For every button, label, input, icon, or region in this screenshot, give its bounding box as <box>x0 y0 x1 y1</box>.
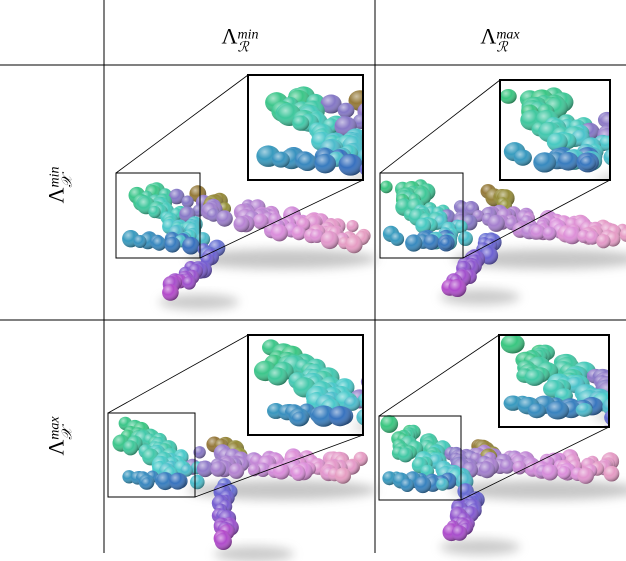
symbol: Λ <box>43 440 68 456</box>
subscript: 𝒳 <box>61 167 74 188</box>
sphere-shade <box>347 220 359 232</box>
cell <box>379 334 626 555</box>
sphere-shade <box>169 473 186 490</box>
subscript: ℛ <box>496 41 519 54</box>
sphere-shade <box>345 236 362 253</box>
sphere-shade <box>452 525 468 541</box>
sphere-shade <box>183 276 196 289</box>
zoom-connector <box>116 75 248 173</box>
sphere-shade <box>190 475 205 490</box>
sphere-shade <box>123 440 138 455</box>
sphere-shade <box>543 227 557 241</box>
sphere-shade <box>335 468 351 484</box>
sphere-shade <box>542 464 558 480</box>
sphere-shade <box>321 231 339 249</box>
figure: ΛminℛΛmaxℛΛmin𝒳Λmax𝒳 <box>0 0 626 561</box>
sphere-shade <box>558 466 571 479</box>
sphere-shade <box>414 476 431 493</box>
sphere-shade <box>271 224 288 241</box>
sphere-shade <box>448 279 466 297</box>
sphere-shade <box>291 467 305 481</box>
sphere-shade <box>398 447 413 462</box>
sphere-shade <box>380 181 393 194</box>
sphere-shade <box>405 234 422 251</box>
symbol: Λ <box>222 23 238 48</box>
superscript: min <box>237 28 258 41</box>
scripts: maxℛ <box>496 28 519 55</box>
sphere-shade <box>165 237 181 253</box>
sphere-shade <box>604 466 620 482</box>
point-cloud <box>380 179 626 305</box>
superscript: min <box>48 167 61 188</box>
sphere-shade <box>215 533 232 550</box>
superscript: max <box>48 416 61 439</box>
sphere-shade <box>234 216 250 232</box>
shadow <box>440 539 520 555</box>
sphere-shade <box>500 459 514 473</box>
sphere-shade <box>152 237 166 251</box>
sphere-shade <box>248 464 260 476</box>
math-label: Λmax𝒳 <box>45 416 74 455</box>
sphere-shade <box>182 196 194 208</box>
sphere-shade <box>596 234 610 248</box>
scripts: minℛ <box>237 28 258 55</box>
sphere-shade <box>424 234 440 250</box>
sphere-shade <box>577 467 594 484</box>
sphere-shade <box>292 226 306 240</box>
figure-canvas <box>0 0 626 561</box>
subscript: ℛ <box>237 41 258 54</box>
sphere-shade <box>134 235 147 248</box>
sphere-shade <box>182 237 200 255</box>
sphere-shade <box>211 461 226 476</box>
sphere-shade <box>436 478 449 491</box>
symbol: Λ <box>43 188 68 204</box>
sphere-shade <box>216 210 232 226</box>
sphere-shade <box>148 206 160 218</box>
cell <box>380 80 626 305</box>
sphere-shade <box>390 232 404 246</box>
point-cloud <box>122 182 377 310</box>
zoom-connector <box>108 335 248 413</box>
superscript: max <box>496 28 519 41</box>
sphere-shade <box>141 477 153 489</box>
zoom-connector <box>380 80 500 173</box>
subscript: 𝒳 <box>61 416 74 439</box>
sphere-shade <box>458 231 473 246</box>
sphere-shade <box>400 478 414 492</box>
sphere-shade <box>162 284 179 301</box>
point-cloud <box>113 417 378 561</box>
sphere-shade <box>488 215 505 232</box>
sphere-shade <box>440 238 452 250</box>
point-cloud <box>380 415 626 555</box>
sphere-shade <box>229 463 245 479</box>
sphere-shade <box>513 461 527 475</box>
symbol: Λ <box>480 23 496 48</box>
sphere-shade <box>380 415 398 433</box>
zoom-connector <box>379 335 499 416</box>
sphere-shade <box>479 462 495 478</box>
